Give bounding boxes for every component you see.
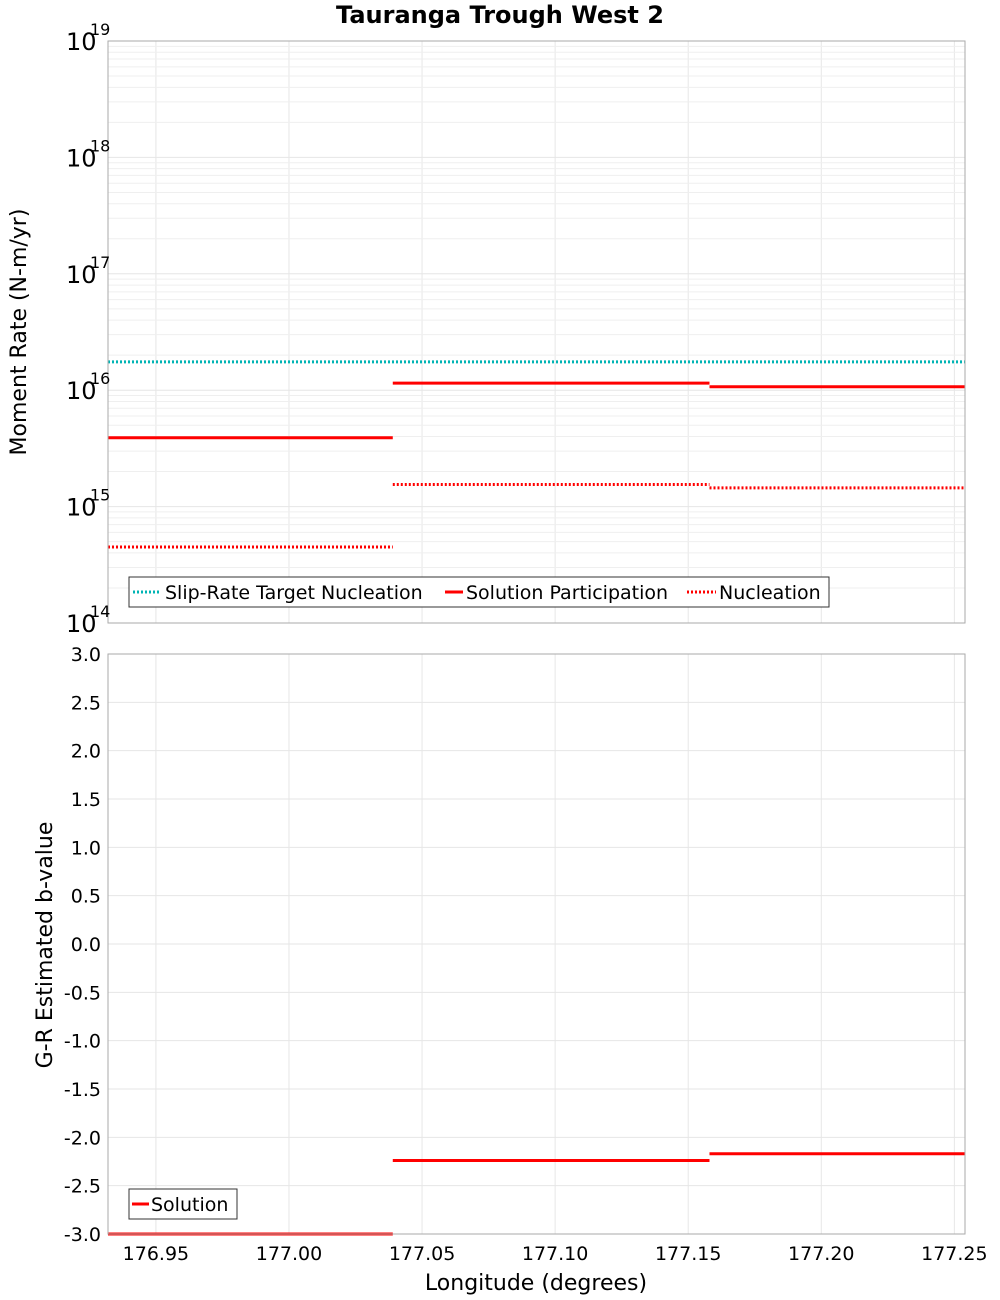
top-y-axis-label: Moment Rate (N-m/yr) — [7, 209, 32, 456]
top-y-tick-label: 10 — [66, 144, 97, 172]
top-y-tick-exponent: 19 — [90, 20, 110, 39]
bottom-y-tick-label: 0.0 — [71, 934, 101, 956]
bottom-y-tick-label: -2.5 — [64, 1176, 101, 1198]
top-y-tick-label: 10 — [66, 377, 97, 405]
bottom-y-tick-label: 1.0 — [71, 837, 101, 859]
bottom-y-tick-label: -1.5 — [64, 1079, 101, 1101]
legend-label-solution-participation: Solution Participation — [466, 582, 668, 604]
bottom-y-tick-label: -0.5 — [64, 982, 101, 1004]
bottom-y-tick-label: 0.5 — [71, 886, 101, 908]
top-y-tick-label: 10 — [66, 28, 97, 56]
bottom-y-axis-label: G-R Estimated b-value — [33, 822, 58, 1069]
bottom-panel-x-ticks: 176.95 177.00 177.05 177.10 177.15 177.20 177.… — [123, 1243, 988, 1265]
x-tick-label: 177.10 — [522, 1243, 588, 1265]
top-y-tick-label: 10 — [66, 261, 97, 289]
legend-label-nucleation: Nucleation — [719, 582, 821, 604]
x-tick-label: 177.15 — [655, 1243, 721, 1265]
top-panel-series — [108, 360, 965, 549]
bottom-y-tick-label: -1.0 — [64, 1031, 101, 1053]
x-axis-label: Longitude (degrees) — [425, 1271, 647, 1296]
top-y-tick-exponent: 14 — [90, 602, 110, 621]
bottom-legend: Solution — [128, 1188, 238, 1220]
x-tick-label: 177.05 — [389, 1243, 455, 1265]
bottom-panel-frame — [107, 653, 966, 1235]
top-y-tick-label: 10 — [66, 610, 97, 638]
x-tick-label: 177.00 — [256, 1243, 322, 1265]
bottom-y-tick-label: 2.0 — [71, 741, 101, 763]
x-tick-label: 177.25 — [921, 1243, 987, 1265]
top-y-tick-exponent: 15 — [90, 486, 110, 505]
bottom-panel-y-ticks: -3.0 -2.5 -2.0 -1.5 -1.0 -0.5 0.0 0.5 1.0 1.5 2.0 2… — [64, 644, 101, 1246]
top-y-tick-exponent: 17 — [90, 253, 110, 272]
top-legend: Slip-Rate Target Nucleation Solution Par… — [128, 576, 830, 608]
legend-label-solution: Solution — [151, 1194, 228, 1216]
chart-title: Tauranga Trough West 2 — [336, 1, 664, 29]
bottom-y-tick-label: 2.5 — [71, 692, 101, 714]
bottom-y-tick-label: 3.0 — [71, 644, 101, 666]
top-y-tick-exponent: 16 — [90, 369, 110, 388]
top-panel-frame — [107, 40, 966, 624]
bottom-panel-grid — [108, 653, 965, 1235]
bottom-y-tick-label: 1.5 — [71, 789, 101, 811]
bottom-y-tick-label: -3.0 — [64, 1224, 101, 1246]
top-y-tick-exponent: 18 — [90, 136, 110, 155]
x-tick-label: 177.20 — [788, 1243, 854, 1265]
bottom-y-tick-label: -2.0 — [64, 1127, 101, 1149]
top-panel-grid — [108, 40, 965, 624]
top-y-tick-label: 10 — [66, 494, 97, 522]
legend-label-slip-rate: Slip-Rate Target Nucleation — [165, 582, 423, 604]
x-tick-label: 176.95 — [123, 1243, 189, 1265]
